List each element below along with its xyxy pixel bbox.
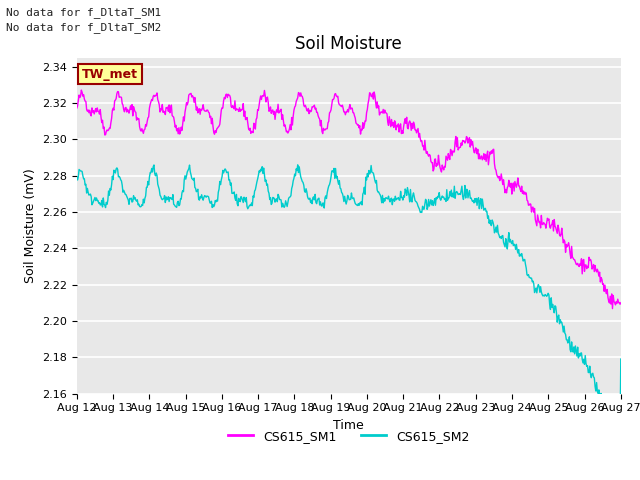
Line: CS615_SM2: CS615_SM2 [77, 165, 621, 434]
CS615_SM2 [83, 190, 90, 196]
Title: Soil Moisture: Soil Moisture [296, 35, 402, 53]
CS615_SM2 [194, 186, 202, 192]
CS615_SM1 [73, 105, 81, 111]
Text: TW_met: TW_met [82, 68, 138, 81]
X-axis label: Time: Time [333, 419, 364, 432]
Text: No data for f_DltaT_SM2: No data for f_DltaT_SM2 [6, 22, 162, 33]
CS615_SM2 [223, 170, 230, 176]
CS615_SM2 [139, 203, 147, 208]
Line: CS615_SM1: CS615_SM1 [77, 90, 621, 309]
CS615_SM2 [294, 162, 301, 168]
CS615_SM1 [431, 156, 439, 162]
CS615_SM2 [614, 431, 622, 437]
CS615_SM2 [416, 206, 424, 212]
CS615_SM2 [73, 174, 81, 180]
Text: No data for f_DltaT_SM1: No data for f_DltaT_SM1 [6, 7, 162, 18]
Legend: CS615_SM1, CS615_SM2: CS615_SM1, CS615_SM2 [223, 425, 475, 448]
CS615_SM1 [609, 306, 616, 312]
CS615_SM2 [431, 203, 439, 208]
Y-axis label: Soil Moisture (mV): Soil Moisture (mV) [24, 168, 36, 283]
CS615_SM1 [77, 87, 85, 93]
CS615_SM2 [617, 356, 625, 362]
CS615_SM1 [416, 131, 424, 136]
CS615_SM1 [195, 106, 202, 112]
CS615_SM1 [617, 300, 625, 306]
CS615_SM1 [223, 95, 231, 100]
CS615_SM1 [84, 108, 92, 114]
CS615_SM1 [140, 131, 147, 136]
